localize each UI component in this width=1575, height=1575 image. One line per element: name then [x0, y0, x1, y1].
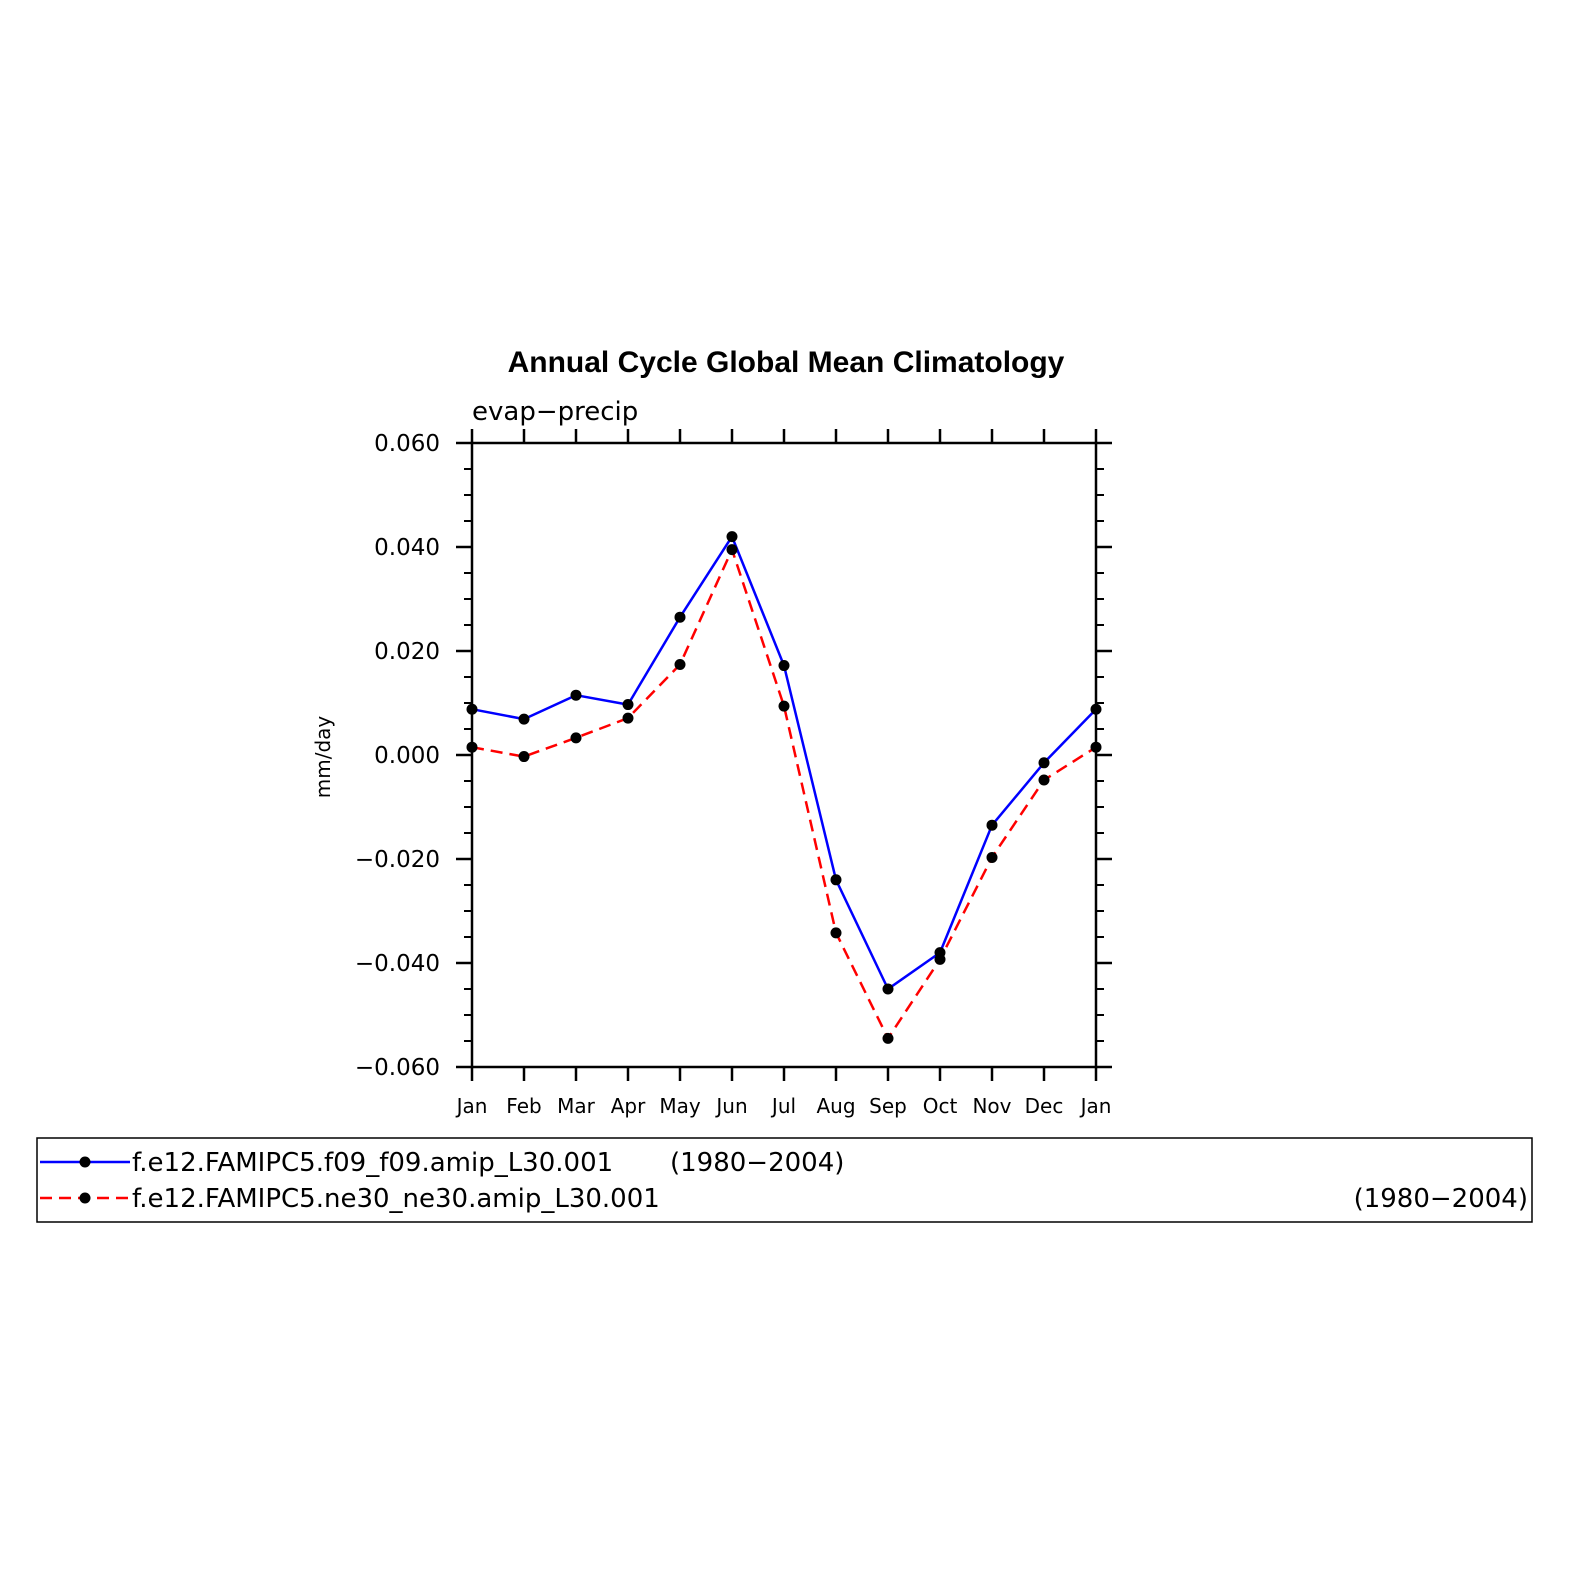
- series-2-point: [986, 851, 998, 863]
- series-2-point: [1038, 774, 1050, 786]
- y-axis-ticks: 0.060 0.040 0.020 0.000 −0.020 −0.040 −0.060: [355, 431, 1112, 1081]
- series-2-point: [726, 544, 738, 556]
- x-tick-label: Jan: [1079, 1094, 1112, 1118]
- x-tick-label: Mar: [557, 1094, 596, 1118]
- y-tick-label: 0.040: [374, 535, 440, 561]
- series-1-point: [882, 983, 894, 995]
- y-axis-label: mm/day: [311, 716, 335, 799]
- legend-box: [36, 1137, 1533, 1223]
- series-line-1: [471, 535, 1097, 991]
- series-1-point: [518, 713, 530, 725]
- series-1-point: [674, 611, 686, 623]
- series-2-point: [1090, 741, 1102, 753]
- x-tick-label: Sep: [869, 1094, 907, 1118]
- series-1-point: [466, 703, 478, 715]
- x-tick-label: May: [659, 1094, 701, 1118]
- series-1-point: [570, 689, 582, 701]
- x-tick-label: Nov: [972, 1094, 1011, 1118]
- series-line-2: [471, 548, 1097, 1040]
- series-2-point: [830, 927, 842, 939]
- series-2-point: [570, 732, 582, 744]
- legend-period-series-1: (1980−2004): [670, 1148, 844, 1178]
- series-layer: [466, 531, 1102, 1044]
- series-1-point: [778, 660, 790, 672]
- series-1-point: [1090, 703, 1102, 715]
- x-tick-label: Aug: [816, 1094, 855, 1118]
- legend-marker-series-1: [79, 1156, 91, 1168]
- series-2-point: [518, 751, 530, 763]
- series-1-point: [622, 699, 634, 711]
- x-tick-label: Apr: [611, 1094, 646, 1118]
- legend-label-series-1: f.e12.FAMIPC5.f09_f09.amip_L30.001: [132, 1148, 613, 1178]
- chart-title: Annual Cycle Global Mean Climatology: [508, 346, 1065, 379]
- legend: f.e12.FAMIPC5.f09_f09.amip_L30.001 (1980…: [36, 1137, 1533, 1223]
- series-2-point: [882, 1032, 894, 1044]
- x-tick-label: Feb: [506, 1094, 541, 1118]
- x-axis-ticks: Jan Feb Mar Apr May Jun Jul Aug Sep Oct Nov Dec Jan: [455, 429, 1112, 1118]
- x-tick-label: Jul: [770, 1094, 796, 1118]
- series-2-point: [466, 741, 478, 753]
- series-1-point: [726, 531, 738, 543]
- series-2-point: [934, 953, 946, 965]
- series-1-point: [1038, 757, 1050, 769]
- x-tick-label: Jun: [714, 1094, 747, 1118]
- series-2-point: [778, 700, 790, 712]
- legend-period-series-2: (1980−2004): [1354, 1184, 1528, 1214]
- series-2-point: [674, 659, 686, 671]
- x-tick-label: Jan: [455, 1094, 488, 1118]
- legend-marker-series-2: [79, 1192, 91, 1204]
- x-tick-label: Dec: [1025, 1094, 1064, 1118]
- plot-frame: [470, 441, 1098, 1069]
- y-tick-label: 0.060: [374, 431, 440, 457]
- chart-subtitle: evap−precip: [472, 397, 638, 427]
- series-1-point: [830, 874, 842, 886]
- y-tick-label: −0.060: [355, 1055, 440, 1081]
- y-tick-label: 0.020: [374, 639, 440, 665]
- series-1-point: [986, 819, 998, 831]
- y-tick-label: 0.000: [374, 743, 440, 769]
- x-tick-label: Oct: [923, 1094, 958, 1118]
- y-tick-label: −0.020: [355, 847, 440, 873]
- legend-label-series-2: f.e12.FAMIPC5.ne30_ne30.amip_L30.001: [132, 1184, 660, 1214]
- y-tick-label: −0.040: [355, 951, 440, 977]
- series-2-point: [622, 712, 634, 724]
